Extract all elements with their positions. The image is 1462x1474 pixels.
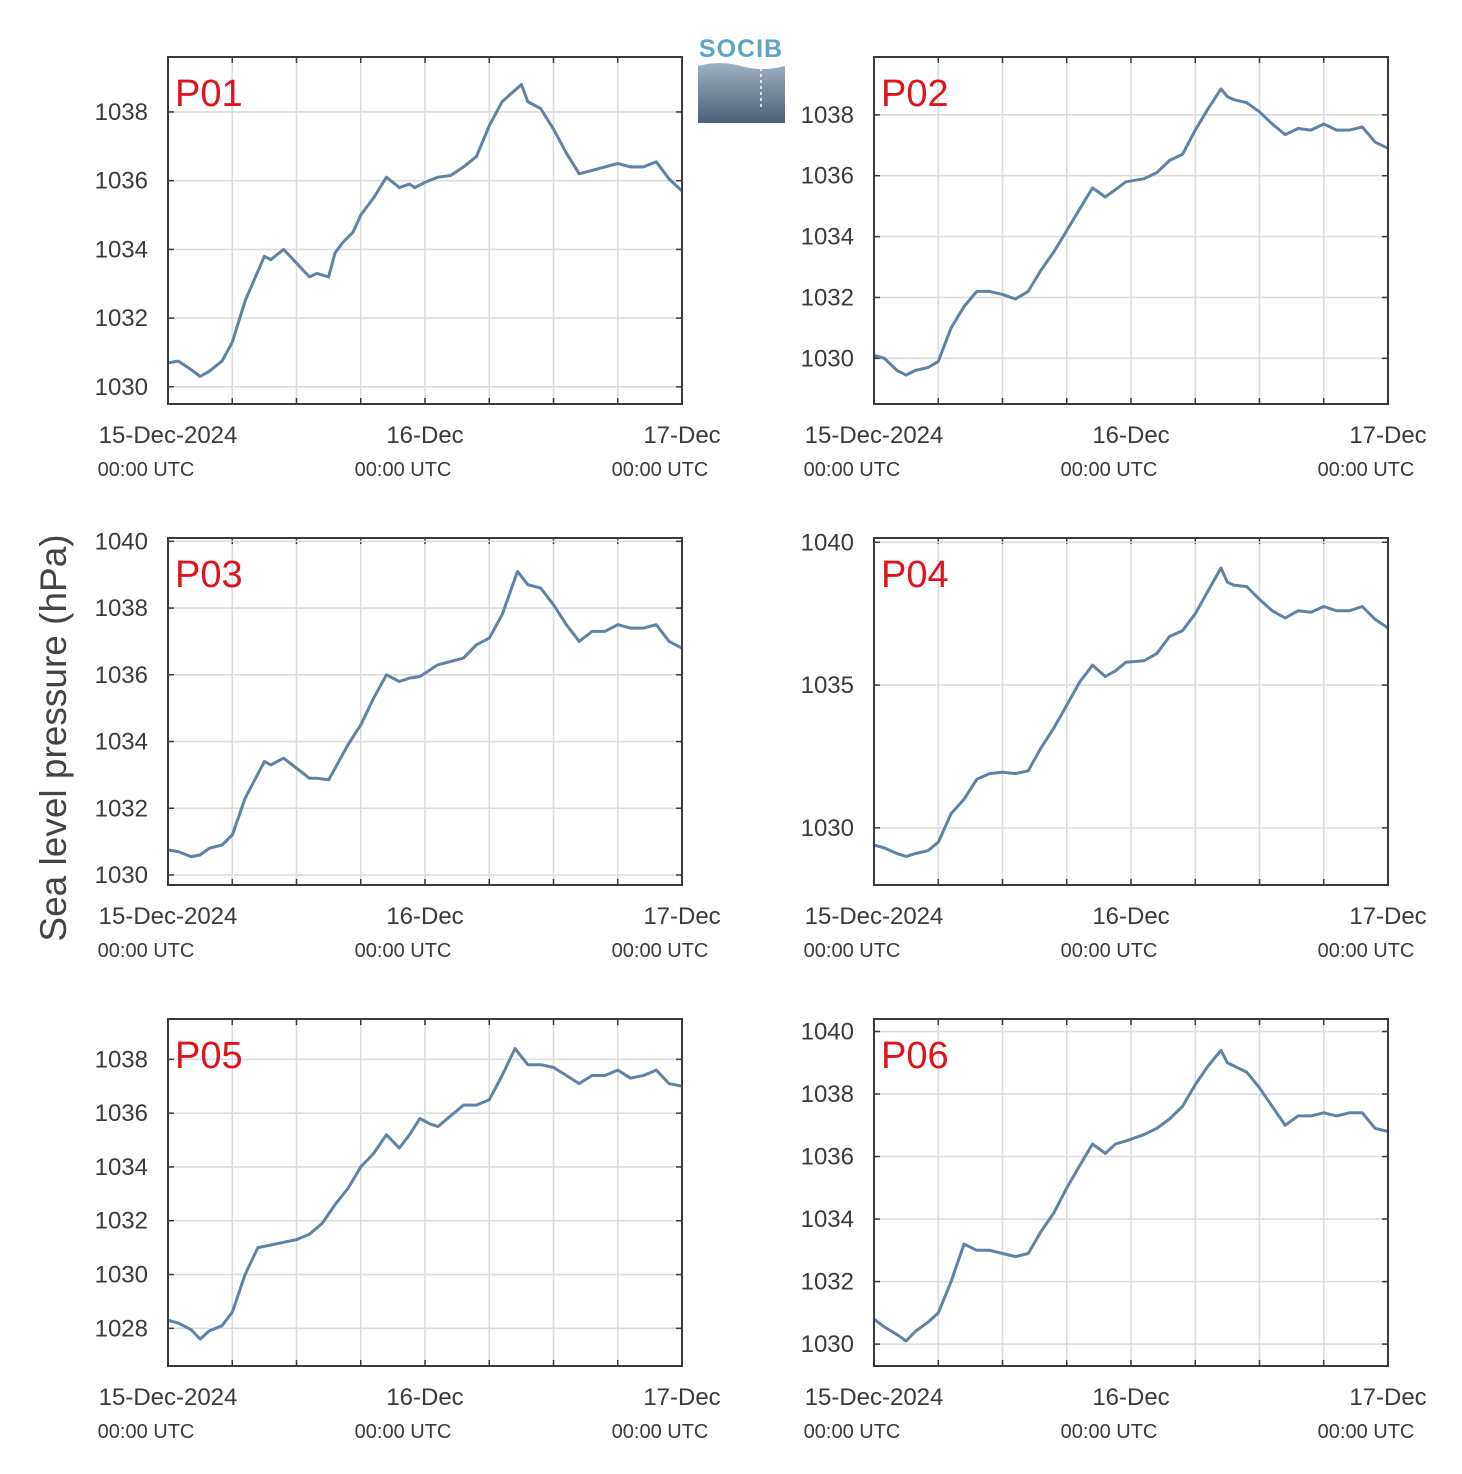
x-tick-sublabel: 00:00 UTC (355, 1421, 452, 1443)
y-tick-label: 1034 (95, 1154, 148, 1181)
logo-text: SOCIB (699, 35, 783, 63)
y-tick-label: 1034 (95, 236, 148, 263)
panel-p03: 1030 1032 1034 1036 1038 1040 15-Dec-2024 00:00… (95, 528, 721, 962)
y-tick-label: 1036 (801, 163, 854, 190)
y-tick-label: 1040 (801, 529, 854, 556)
x-tick-sublabel: 00:00 UTC (804, 459, 901, 481)
x-tick-sublabel: 00:00 UTC (1318, 940, 1415, 962)
x-tick-sublabel: 00:00 UTC (98, 1421, 195, 1443)
logo-wave-shape (698, 63, 785, 123)
y-tick-label: 1035 (801, 672, 854, 699)
x-tick-label: 15-Dec-2024 (805, 903, 944, 930)
x-tick-label: 16-Dec (1092, 1384, 1169, 1411)
panel-label: P03 (175, 554, 243, 596)
y-tick-label: 1040 (95, 528, 148, 555)
pressure-series-line (167, 1047, 683, 1341)
x-tick-label: 17-Dec (643, 903, 720, 930)
y-tick-label: 1030 (801, 1331, 854, 1358)
y-tick-label: 1038 (95, 595, 148, 622)
y-tick-label: 1030 (95, 1262, 148, 1289)
x-tick-sublabel: 00:00 UTC (1061, 940, 1158, 962)
x-tick-sublabel: 00:00 UTC (612, 1421, 709, 1443)
pressure-series-line (873, 1048, 1389, 1343)
x-tick-sublabel: 00:00 UTC (1318, 459, 1415, 481)
x-tick-label: 16-Dec (1092, 422, 1169, 449)
x-tick-label: 16-Dec (1092, 903, 1169, 930)
x-tick-sublabel: 00:00 UTC (612, 459, 709, 481)
y-tick-label: 1040 (801, 1019, 854, 1046)
x-tick-label: 16-Dec (386, 903, 463, 930)
x-tick-label: 16-Dec (386, 1384, 463, 1411)
x-tick-sublabel: 00:00 UTC (98, 459, 195, 481)
x-tick-sublabel: 00:00 UTC (355, 940, 452, 962)
y-tick-label: 1032 (95, 305, 148, 332)
y-tick-label: 1032 (95, 1208, 148, 1235)
y-tick-label: 1032 (801, 1269, 854, 1296)
x-tick-sublabel: 00:00 UTC (804, 1421, 901, 1443)
x-tick-sublabel: 00:00 UTC (1061, 459, 1158, 481)
panel-label: P01 (175, 73, 243, 115)
axes-frame (167, 537, 683, 886)
x-tick-sublabel: 00:00 UTC (1061, 1421, 1158, 1443)
y-tick-label: 1036 (95, 1100, 148, 1127)
y-tick-label: 1036 (95, 168, 148, 195)
y-tick-label: 1030 (801, 345, 854, 372)
panel-p05: 1028 1030 1032 1034 1036 1038 15-Dec-2024 00:00… (95, 1018, 721, 1443)
x-tick-label: 15-Dec-2024 (99, 903, 238, 930)
x-tick-label: 15-Dec-2024 (99, 422, 238, 449)
x-tick-sublabel: 00:00 UTC (804, 940, 901, 962)
axes-frame (873, 537, 1389, 886)
panel-label: P02 (881, 73, 949, 115)
y-tick-label: 1034 (801, 1206, 854, 1233)
axes-frame (873, 56, 1389, 405)
x-tick-label: 17-Dec (1349, 1384, 1426, 1411)
y-tick-label: 1030 (95, 374, 148, 401)
x-tick-label: 16-Dec (386, 422, 463, 449)
x-tick-label: 15-Dec-2024 (99, 1384, 238, 1411)
x-tick-label: 15-Dec-2024 (805, 422, 944, 449)
y-axis-label: Sea level pressure (hPa) (33, 534, 74, 941)
y-tick-label: 1036 (801, 1144, 854, 1171)
panel-p04: 1030 1035 1040 15-Dec-2024 00:00 UTC 16-Dec 00… (801, 529, 1427, 962)
y-tick-label: 1028 (95, 1315, 148, 1342)
panel-label: P04 (881, 554, 949, 596)
x-tick-label: 17-Dec (1349, 903, 1426, 930)
axes-frame (167, 1018, 683, 1367)
panel-label: P06 (881, 1035, 949, 1077)
x-tick-sublabel: 00:00 UTC (355, 459, 452, 481)
x-tick-label: 17-Dec (643, 422, 720, 449)
axes-frame (873, 1018, 1389, 1367)
panel-label: P05 (175, 1035, 243, 1077)
y-tick-label: 1032 (801, 284, 854, 311)
x-tick-sublabel: 00:00 UTC (98, 940, 195, 962)
pressure-series-line (167, 569, 683, 859)
pressure-series-line (873, 566, 1389, 858)
pressure-series-line (167, 83, 684, 378)
x-tick-label: 15-Dec-2024 (805, 1384, 944, 1411)
x-tick-sublabel: 00:00 UTC (1318, 1421, 1415, 1443)
panels-group: 1030 1032 1034 1036 1038 15-Dec-2024 00:00 UTC… (95, 56, 1427, 1443)
panel-p06: 1030 1032 1034 1036 1038 1040 15-Dec-2024 00:00… (801, 1018, 1427, 1443)
y-tick-label: 1034 (95, 729, 148, 756)
pressure-series-line (873, 87, 1389, 377)
y-tick-label: 1038 (95, 99, 148, 126)
y-tick-label: 1034 (801, 224, 854, 251)
x-tick-sublabel: 00:00 UTC (612, 940, 709, 962)
y-tick-label: 1030 (95, 862, 148, 889)
y-tick-label: 1038 (801, 102, 854, 129)
x-tick-label: 17-Dec (643, 1384, 720, 1411)
y-tick-label: 1032 (95, 795, 148, 822)
y-tick-label: 1038 (801, 1081, 854, 1108)
socib-logo: SOCIB (698, 35, 785, 123)
y-tick-label: 1036 (95, 662, 148, 689)
y-tick-label: 1030 (801, 815, 854, 842)
x-tick-label: 17-Dec (1349, 422, 1426, 449)
panel-p01: 1030 1032 1034 1036 1038 15-Dec-2024 00:00 UTC… (95, 56, 721, 481)
y-tick-label: 1038 (95, 1046, 148, 1073)
panel-p02: 1030 1032 1034 1036 1038 15-Dec-2024 00:00 UTC… (801, 56, 1427, 481)
axes-frame (167, 56, 683, 405)
